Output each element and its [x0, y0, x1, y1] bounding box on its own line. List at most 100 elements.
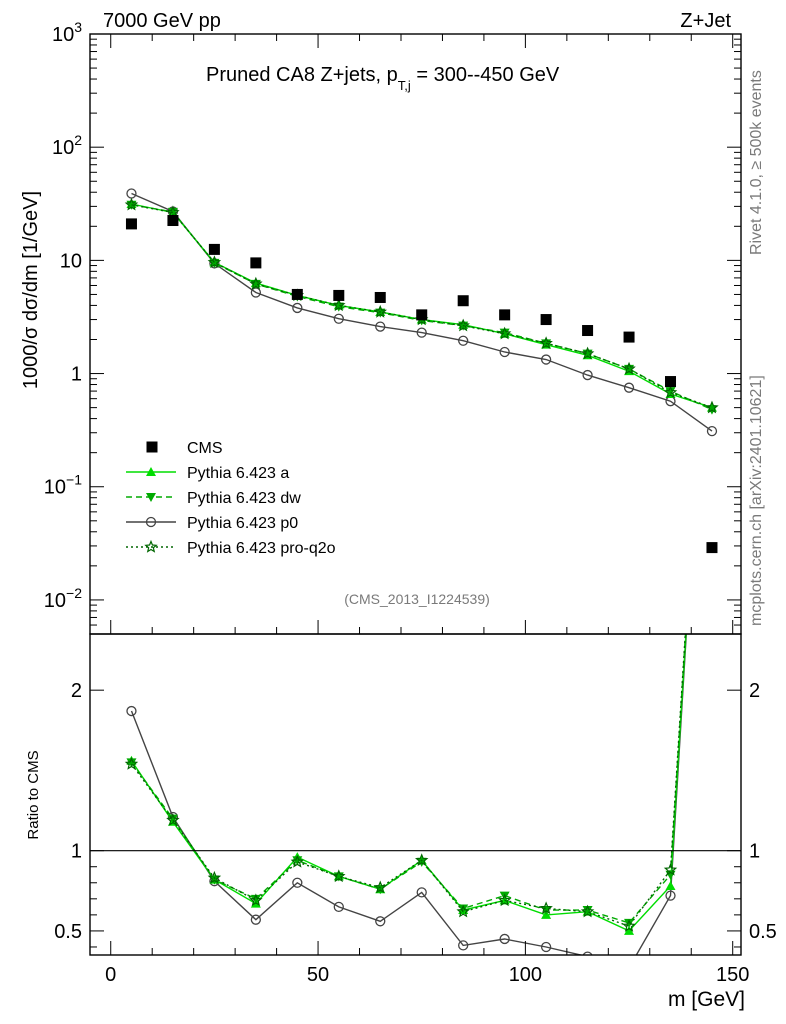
ratio-point-pythia-6-423-p0 — [333, 901, 344, 912]
ratio-point-pythia-6-423-pro-q2o — [249, 893, 263, 907]
x-tick-label: 100 — [509, 964, 542, 986]
x-tick-label: 0 — [105, 964, 116, 986]
point-cms — [250, 257, 262, 269]
ratio-point-pythia-6-423-pro-q2o — [290, 854, 305, 868]
point-cms — [623, 331, 635, 343]
point-pythia-6-423-pro-q2o — [456, 318, 470, 332]
legend-marker — [144, 539, 158, 553]
ratio-point-pythia-6-423-p0 — [375, 916, 386, 927]
ratio-point-pythia-6-423-a — [665, 880, 676, 890]
energy-label: 7000 GeV pp — [103, 10, 221, 32]
point-cms — [499, 309, 511, 321]
ratio-point-pythia-6-423-a — [624, 925, 635, 935]
ratio-point-pythia-6-423-pro-q2o — [497, 893, 512, 907]
series-line-pythia-6-423-a — [131, 203, 713, 409]
point-pythia-6-423-pro-q2o — [580, 346, 595, 360]
y-tick-label: 10−2 — [44, 585, 82, 612]
x-tick-label: 150 — [716, 964, 749, 986]
point-cms — [167, 215, 179, 227]
y-tick-label: 103 — [52, 19, 82, 46]
ratio-line-pythia-6-423-pro-q2o — [130, 634, 687, 927]
ratio-point-pythia-6-423-p0 — [126, 705, 137, 717]
ratio-point-pythia-6-423-p0 — [625, 963, 634, 972]
point-pythia-6-423-p0 — [706, 425, 718, 437]
ratio-point-pythia-6-423-pro-q2o — [124, 756, 139, 770]
y-tick-label-base: 10 — [60, 250, 82, 272]
ratio-point-pythia-6-423-pro-q2o — [663, 862, 678, 876]
point-pythia-6-423-pro-q2o — [207, 255, 222, 269]
ratio-tick-label-right: 0.5 — [749, 921, 777, 943]
ratio-tick-label: 1 — [71, 841, 82, 863]
point-cms — [333, 289, 345, 301]
y-tick-label-exponent: 2 — [74, 132, 82, 148]
point-pythia-6-423-pro-q2o — [705, 400, 719, 414]
point-pythia-6-423-p0 — [375, 321, 386, 332]
point-cms — [208, 243, 220, 255]
legend-label: Pythia 6.423 p0 — [187, 515, 298, 532]
ratio-plot-area — [124, 634, 688, 972]
point-cms — [665, 376, 677, 388]
ratio-point-pythia-6-423-dw — [292, 856, 303, 866]
point-cms — [374, 291, 386, 303]
series-line-pythia-6-423-pro-q2o — [131, 204, 713, 409]
legend-marker-cms — [146, 441, 158, 453]
y-tick-label-exponent: −1 — [66, 472, 82, 488]
point-pythia-6-423-pro-q2o — [373, 304, 387, 318]
y-tick-label-base: 1 — [71, 364, 82, 386]
point-pythia-6-423-pro-q2o — [539, 336, 553, 350]
point-cms — [582, 325, 594, 337]
ratio-point-pythia-6-423-p0 — [292, 877, 303, 888]
y-tick-label-base: 10 — [44, 590, 66, 612]
y-tick-label: 10 — [60, 250, 82, 272]
y-tick-label: 1 — [71, 364, 82, 386]
point-cms — [125, 218, 137, 230]
ratio-point-pythia-6-423-p0 — [250, 914, 262, 925]
process-label: Z+Jet — [680, 10, 731, 32]
ratio-point-pythia-6-423-pro-q2o — [332, 869, 346, 883]
point-pythia-6-423-p0 — [540, 354, 552, 365]
chart-title: Pruned CA8 Z+jets, pT,j = 300--450 GeV — [206, 64, 560, 93]
y-tick-label: 102 — [52, 132, 82, 159]
ratio-point-pythia-6-423-dw — [624, 918, 635, 928]
point-pythia-6-423-dw — [375, 308, 386, 318]
point-pythia-6-423-p0 — [582, 369, 593, 381]
ratio-point-pythia-6-423-pro-q2o — [415, 853, 429, 867]
ratio-point-pythia-6-423-pro-q2o — [166, 813, 180, 826]
legend-label: Pythia 6.423 dw — [187, 490, 301, 507]
ratio-point-pythia-6-423-dw — [458, 904, 469, 914]
point-cms — [291, 288, 303, 300]
ratio-point-pythia-6-423-pro-q2o — [622, 919, 636, 932]
point-pythia-6-423-pro-q2o — [332, 298, 346, 312]
point-pythia-6-423-p0 — [623, 382, 635, 393]
ratio-point-pythia-6-423-p0 — [540, 941, 552, 953]
point-pythia-6-423-p0 — [499, 346, 510, 358]
ratio-point-pythia-6-423-p0 — [665, 890, 676, 901]
legend: CMS Pythia 6.423 a Pythia 6.423 dw Pythia 6… — [126, 440, 336, 557]
point-pythia-6-423-pro-q2o — [622, 361, 636, 375]
point-pythia-6-423-p0 — [292, 302, 303, 314]
x-tick-label: 50 — [307, 964, 329, 986]
y-tick-label-exponent: 3 — [74, 19, 82, 35]
series-line-pythia-6-423-dw — [131, 204, 713, 411]
y-tick-label-base: 10 — [52, 24, 74, 46]
ratio-tick-label: 0.5 — [54, 921, 82, 943]
ratio-tick-label-right: 1 — [749, 841, 760, 863]
chart-title-main: Pruned CA8 Z+jets, p — [206, 64, 398, 86]
point-pythia-6-423-dw — [499, 328, 510, 338]
y-tick-label-base: 10 — [52, 137, 74, 159]
ratio-point-pythia-6-423-p0 — [499, 933, 510, 945]
chart-title-tail: = 300--450 GeV — [411, 64, 560, 86]
ratio-point-pythia-6-423-dw — [582, 906, 593, 916]
point-pythia-6-423-p0 — [416, 327, 427, 338]
point-cms — [416, 309, 428, 321]
point-pythia-6-423-dw — [209, 258, 220, 268]
point-pythia-6-423-p0 — [458, 335, 469, 346]
ratio-point-pythia-6-423-dw — [126, 758, 137, 768]
ratio-point-pythia-6-423-pro-q2o — [207, 870, 222, 884]
main-plot-area — [124, 188, 719, 554]
legend-marker — [146, 467, 156, 476]
legend-marker — [145, 516, 157, 528]
analysis-watermark: (CMS_2013_I1224539) — [344, 591, 490, 607]
